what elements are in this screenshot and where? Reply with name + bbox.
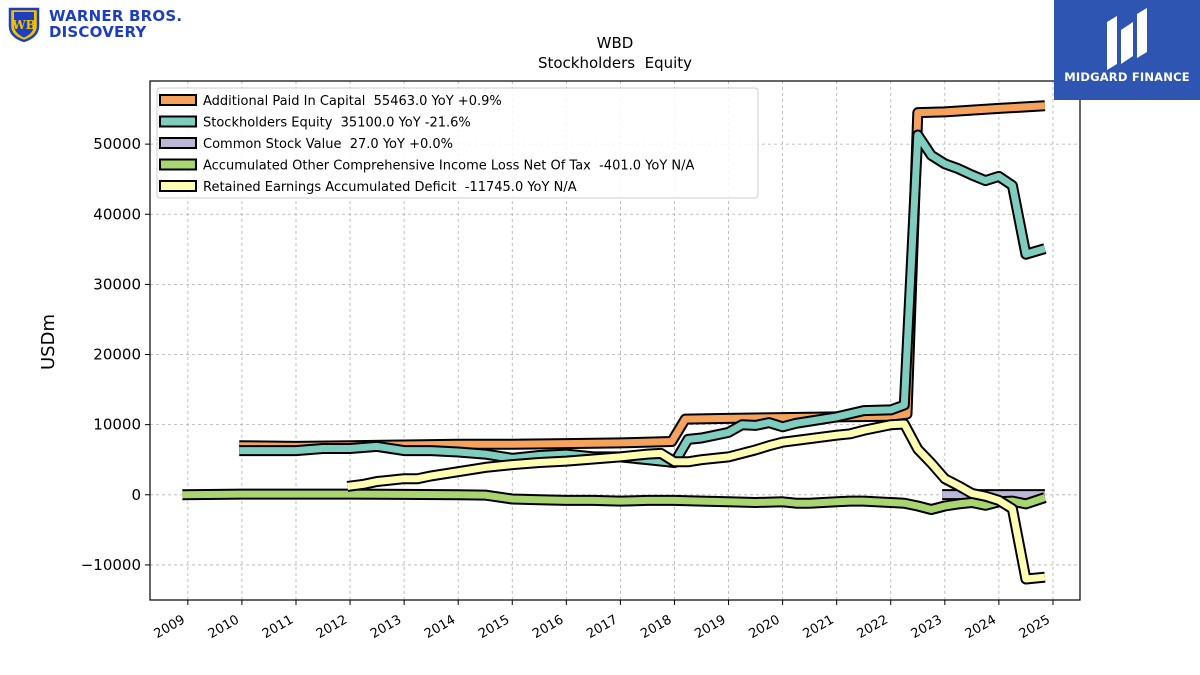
y-tick-label: 40000 (93, 205, 141, 223)
x-tick-label: 2013 (368, 612, 404, 642)
midgard-finance-logo: MIDGARD FINANCE (1054, 0, 1200, 100)
chart-subtitle: Stockholders Equity (538, 54, 692, 72)
legend-item: Accumulated Other Comprehensive Income L… (159, 158, 694, 174)
y-tick-label: 10000 (93, 416, 141, 434)
wbd-wordmark: WARNER BROS. DISCOVERY (49, 8, 182, 40)
series-line-fill (239, 131, 1046, 466)
x-tick-label: 2012 (314, 612, 350, 642)
series-line-fill (239, 102, 1046, 450)
x-tick-label: 2025 (1017, 612, 1053, 642)
legend-swatch (159, 180, 197, 192)
legend-item: Retained Earnings Accumulated Deficit -1… (159, 180, 577, 195)
x-tick-label: 2020 (746, 612, 782, 642)
series-layer (182, 100, 1047, 585)
x-tick-label: 2014 (422, 612, 458, 642)
x-tick-label: 2015 (476, 612, 512, 642)
midgard-mark-icon (1107, 8, 1147, 70)
wbd-wordmark-line2: DISCOVERY (49, 23, 147, 41)
series-line-fill (346, 420, 1046, 583)
x-tick-label: 2019 (692, 612, 728, 642)
wbd-wordmark-line1: WARNER BROS. (49, 7, 183, 25)
series-line (239, 100, 1046, 452)
legend-swatch (159, 158, 197, 171)
legend-swatch (159, 137, 197, 149)
x-tick-label: 2009 (152, 612, 188, 642)
y-tick-label: 50000 (93, 135, 141, 153)
legend-item: Common Stock Value 27.0 YoY +0.0% (159, 137, 453, 152)
legend-item: Additional Paid In Capital 55463.0 YoY +… (159, 94, 502, 109)
x-tick-label: 2010 (206, 612, 242, 642)
series-line (346, 418, 1046, 585)
x-tick-label: 2017 (584, 612, 620, 642)
warner-bros-discovery-logo: WB WARNER BROS. DISCOVERY (6, 6, 191, 42)
legend-swatch (159, 94, 197, 106)
legend-swatch (159, 115, 197, 128)
y-tick-label: 0 (131, 486, 141, 504)
x-tick-label: 2022 (855, 612, 891, 642)
x-tick-label: 2023 (909, 612, 945, 642)
legend-label: Common Stock Value 27.0 YoY +0.0% (203, 137, 453, 152)
legend-label: Accumulated Other Comprehensive Income L… (203, 159, 694, 174)
y-tick-label: 30000 (93, 275, 141, 293)
legend-label: Retained Earnings Accumulated Deficit -1… (203, 180, 577, 195)
series-line (182, 488, 1047, 515)
legend-label: Additional Paid In Capital 55463.0 YoY +… (203, 94, 502, 109)
x-tick-label: 2016 (530, 612, 566, 642)
x-tick-label: 2011 (260, 612, 296, 642)
x-tick-label: 2024 (963, 612, 999, 642)
legend-item: Stockholders Equity 35100.0 YoY -21.6% (159, 115, 471, 131)
y-tick-label: −10000 (81, 556, 141, 574)
y-axis-label: USDm (38, 314, 59, 370)
legend-box (156, 87, 759, 199)
midgard-wordmark: MIDGARD FINANCE (1064, 70, 1190, 84)
series-line (239, 129, 1047, 468)
wb-shield-icon: WB (8, 7, 40, 42)
plot-frame (149, 80, 1081, 601)
chart-title: WBD (597, 34, 634, 52)
series-line-fill (182, 490, 1047, 513)
x-tick-label: 2021 (801, 612, 837, 642)
x-tick-label: 2018 (638, 612, 674, 642)
y-tick-label: 20000 (93, 346, 141, 364)
svg-text:WB: WB (11, 18, 36, 32)
legend: Additional Paid In Capital 55463.0 YoY +… (156, 87, 759, 199)
legend-label: Stockholders Equity 35100.0 YoY -21.6% (203, 116, 471, 131)
